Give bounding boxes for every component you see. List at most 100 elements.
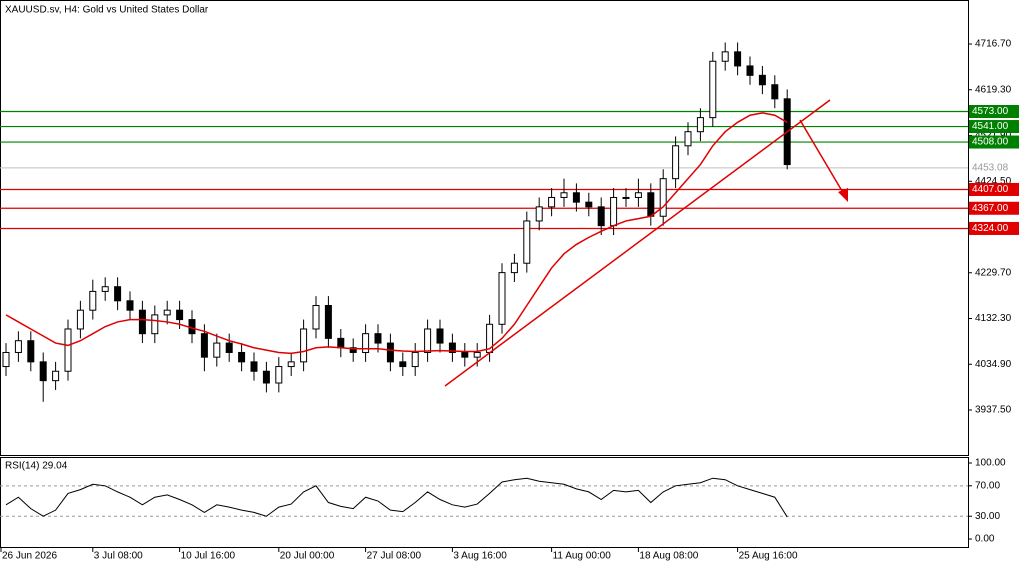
- candle-body: [312, 304, 320, 330]
- candle-body: [2, 351, 10, 368]
- rsi-line: [5, 477, 788, 518]
- candle-body: [771, 84, 779, 100]
- candle-body: [746, 65, 754, 76]
- candle-body: [448, 342, 456, 353]
- candle-body: [647, 192, 655, 217]
- x-tick-label: 3 Jul 08:00: [94, 551, 143, 562]
- candle-body: [436, 328, 444, 344]
- rsi-tick-label: 100.00: [975, 458, 1006, 469]
- level-label: 4573.00: [972, 106, 1009, 117]
- candle-body: [672, 145, 680, 180]
- chart-title: XAUUSD.sv, H4: Gold vs United States Dol…: [5, 5, 209, 16]
- candle-body: [585, 201, 593, 208]
- y-tick-label: 4132.30: [975, 313, 1012, 324]
- candle-body: [349, 347, 357, 353]
- candle-body: [126, 300, 134, 311]
- candle-body: [238, 351, 246, 363]
- candle-body: [64, 328, 72, 372]
- candle-body: [176, 309, 184, 321]
- candle-body: [324, 304, 332, 339]
- candle-body: [461, 351, 469, 358]
- rsi-tick-label: 0.00: [975, 534, 995, 545]
- level-label-box: [969, 182, 1019, 196]
- candle-body: [39, 361, 47, 382]
- level-label: 4508.00: [972, 137, 1009, 148]
- candle-body: [597, 206, 605, 227]
- candle-body: [374, 333, 382, 344]
- level-label-box: [969, 201, 1019, 215]
- level-label-box: [969, 105, 1019, 119]
- candle-body: [523, 220, 531, 264]
- candle-body: [200, 333, 208, 358]
- candle-body: [721, 51, 729, 62]
- candle-body: [163, 309, 171, 316]
- candle-body: [622, 196, 630, 199]
- candle-body: [634, 192, 642, 198]
- x-tick-label: 20 Jul 00:00: [280, 551, 335, 562]
- candle-body: [424, 328, 432, 353]
- rsi-tick-label: 30.00: [975, 511, 1000, 522]
- candle-body: [287, 361, 295, 368]
- x-tick-label: 3 Aug 16:00: [453, 551, 507, 562]
- candle-body: [300, 328, 308, 363]
- rsi-tick-label: 70.00: [975, 480, 1000, 491]
- candle-body: [510, 262, 518, 274]
- y-tick-label: 4424.50: [975, 176, 1012, 187]
- candle-body: [262, 370, 270, 384]
- axis: 3937.504034.904132.304229.704327.104424.…: [0, 39, 1019, 562]
- candle-body: [684, 131, 692, 147]
- candle-body: [709, 60, 717, 119]
- x-tick-label: 25 Aug 16:00: [739, 551, 798, 562]
- forecast-arrow: [799, 119, 846, 197]
- candle-body: [213, 342, 221, 358]
- candle-body: [14, 340, 22, 353]
- trendline: [444, 99, 831, 387]
- candle-body: [548, 196, 556, 208]
- candle-body: [696, 117, 704, 133]
- candle-body: [151, 314, 159, 335]
- y-tick-label: 4229.70: [975, 267, 1012, 278]
- candle-body: [52, 370, 60, 382]
- candle-body: [535, 206, 543, 222]
- y-tick-label: 4716.70: [975, 39, 1012, 50]
- candle-body: [114, 286, 122, 302]
- x-tick-label: 18 Aug 08:00: [639, 551, 698, 562]
- rsi-label: RSI(14) 29.04: [5, 461, 68, 472]
- x-tick-label: 11 Aug 00:00: [553, 551, 612, 562]
- level-label: 4407.00: [972, 184, 1009, 195]
- candle-body: [250, 361, 258, 372]
- x-tick-label: 27 Jul 08:00: [367, 551, 422, 562]
- candle-body: [76, 309, 84, 330]
- level-label-box: [969, 221, 1019, 235]
- x-tick-label: 26 Jun 2026: [2, 551, 57, 562]
- moving-average: [5, 112, 788, 355]
- candle-body: [101, 286, 109, 292]
- level-label-box: [969, 120, 1019, 134]
- level-label: 4324.00: [972, 223, 1009, 234]
- candle-body: [498, 272, 506, 325]
- level-label: 4367.00: [972, 203, 1009, 214]
- y-tick-label: 4619.30: [975, 84, 1012, 95]
- candle-body: [473, 351, 481, 358]
- candle-body: [659, 178, 667, 217]
- current-price-label: 4453.08: [972, 162, 1009, 173]
- candle-body: [758, 74, 766, 86]
- arrow-head: [838, 188, 848, 202]
- candle-body: [399, 361, 407, 368]
- plot: [0, 42, 968, 518]
- candle-body: [89, 290, 97, 311]
- candle-body: [337, 337, 345, 349]
- level-label: 4541.00: [972, 121, 1009, 132]
- y-tick-label: 3937.50: [975, 405, 1012, 416]
- candle-body: [572, 192, 580, 203]
- x-tick-label: 10 Jul 16:00: [181, 551, 236, 562]
- candle-body: [610, 196, 618, 227]
- candle-body: [138, 309, 146, 335]
- candle-body: [560, 192, 568, 198]
- rsi-frame: [0, 457, 969, 548]
- candle-body: [734, 51, 742, 67]
- candle-body: [225, 342, 233, 353]
